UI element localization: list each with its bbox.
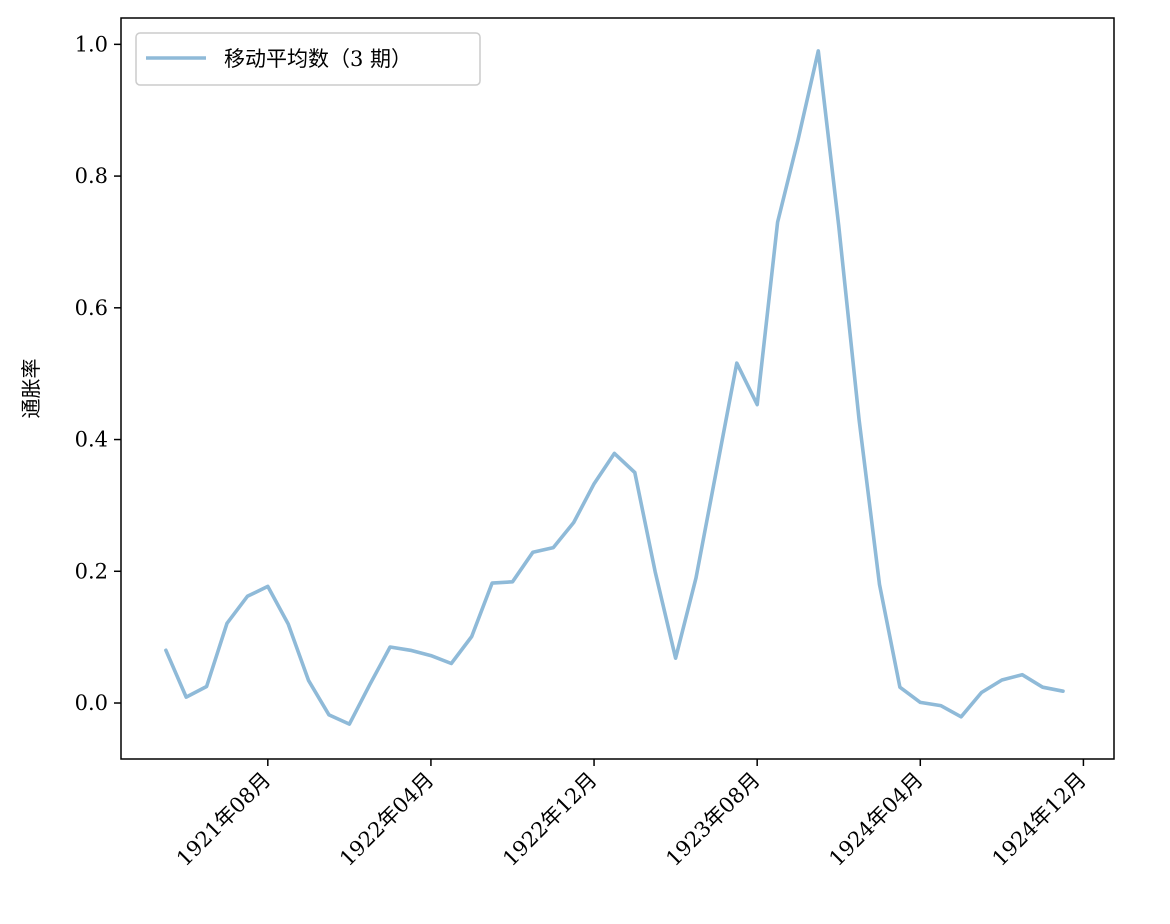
x-axis-ticks: 1921年08月 1922年04月 1922年12月 1923年08月 1924年04月… — [172, 759, 1091, 871]
series-layer — [164, 49, 1065, 726]
x-tick-label: 1921年08月 — [172, 768, 275, 871]
y-axis-label: 通胀率 — [19, 359, 43, 419]
plot-frame — [120, 17, 1115, 760]
legend-label: 移动平均数（3 期） — [224, 47, 412, 71]
y-tick-label: 0.2 — [75, 559, 108, 583]
legend: 移动平均数（3 期） — [135, 32, 481, 86]
x-tick-label: 1922年04月 — [335, 768, 438, 871]
x-tick-label: 1924年12月 — [988, 768, 1091, 871]
y-tick-label: 0.0 — [75, 691, 108, 715]
x-tick-label: 1924年04月 — [824, 768, 927, 871]
y-tick-label: 0.6 — [75, 296, 108, 320]
y-tick-label: 0.4 — [75, 428, 108, 452]
y-axis-ticks: 0.0 0.2 0.4 0.6 0.8 1.0 — [75, 32, 121, 715]
y-tick-label: 1.0 — [75, 32, 108, 56]
series-line — [164, 49, 1065, 726]
x-tick-label: 1922年12月 — [498, 768, 601, 871]
legend-box — [135, 32, 481, 86]
x-tick-label: 1923年08月 — [661, 768, 764, 871]
y-tick-label: 0.8 — [75, 164, 108, 188]
